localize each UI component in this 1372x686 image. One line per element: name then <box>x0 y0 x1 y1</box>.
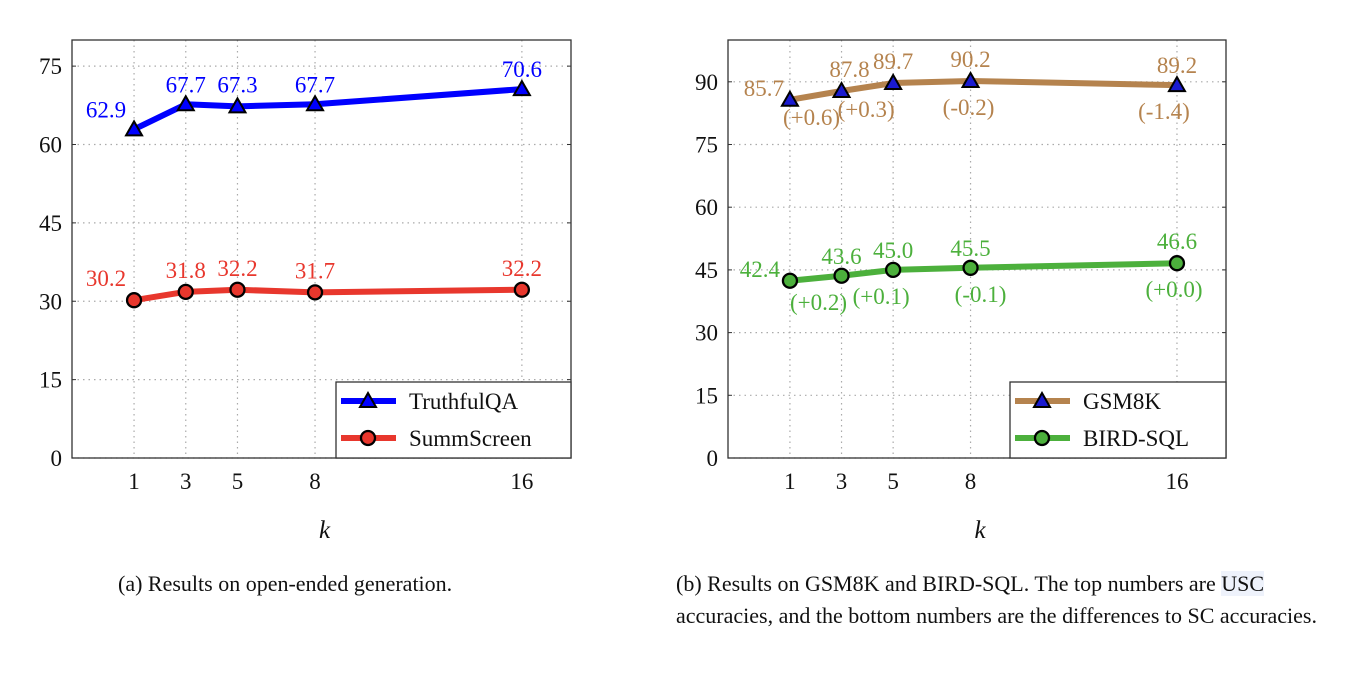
x-tick-label: 1 <box>128 469 140 494</box>
y-tick-label: 75 <box>695 133 718 158</box>
data-label: 62.9 <box>86 97 126 122</box>
legend-marker <box>1032 390 1052 408</box>
y-tick-label: 30 <box>695 321 718 346</box>
data-label: 89.2 <box>1157 53 1197 78</box>
y-tick-label: 75 <box>39 54 62 79</box>
data-label: 67.7 <box>166 72 206 97</box>
data-point-marker <box>306 284 324 301</box>
caption-b-part3: accuracies, and the bottom numbers are t… <box>676 603 1317 628</box>
x-tick-label: 5 <box>232 469 244 494</box>
data-label: 90.2 <box>950 47 990 72</box>
caption-a: (a) Results on open-ended generation. <box>118 571 453 596</box>
data-label: 31.8 <box>166 258 206 283</box>
data-diff-label: (+0.1) <box>853 284 910 309</box>
legend-label: GSM8K <box>1083 389 1161 414</box>
series-bird-sql: 42.4 43.6 45.0 45.5 46.6 (+0.2) (+0.1) (-0.1) (+… <box>740 229 1203 315</box>
plot-frame <box>71 39 572 459</box>
data-point-marker <box>177 283 194 300</box>
data-point-marker <box>305 94 325 112</box>
y-tick-label: 0 <box>51 446 63 471</box>
x-tick-label: 3 <box>836 469 848 494</box>
data-label: 30.2 <box>86 266 126 291</box>
data-point-marker <box>229 281 246 298</box>
data-point-marker <box>781 272 799 289</box>
y-tick-label: 15 <box>695 383 718 408</box>
y-tick-label: 90 <box>695 70 718 95</box>
legend-label: SummScreen <box>409 426 532 451</box>
data-point-marker <box>513 281 531 298</box>
data-label: 46.6 <box>1157 229 1197 254</box>
data-point-marker <box>833 267 850 284</box>
data-diff-label: (+0.2) <box>790 290 847 315</box>
data-diff-label: (+0.3) <box>838 97 895 122</box>
x-tick-label: 8 <box>309 469 321 494</box>
plot-frame <box>727 39 1227 459</box>
data-diff-label: (+0.0) <box>1145 277 1202 302</box>
data-label: 32.2 <box>502 256 542 281</box>
data-point-marker <box>1168 255 1186 272</box>
legend-marker <box>359 429 377 447</box>
data-label: 67.3 <box>217 72 257 97</box>
data-label: 89.7 <box>873 49 913 74</box>
data-point-marker <box>831 80 852 98</box>
data-point-marker <box>1167 75 1187 93</box>
data-diff-label: (-0.2) <box>943 95 995 120</box>
data-label: 45.0 <box>873 238 913 263</box>
x-tick-label: 1 <box>784 469 796 494</box>
data-label: 31.7 <box>295 258 335 283</box>
data-label: 70.6 <box>502 57 542 82</box>
y-tick-label: 60 <box>39 133 62 158</box>
plot-a: 0 15 30 45 60 75 1 3 5 8 16 k 62.9 67.7 67.3 67.7 70.6 30… <box>39 39 572 544</box>
data-label: 67.7 <box>295 72 335 97</box>
data-point-marker <box>780 89 800 107</box>
legend-label: BIRD-SQL <box>1083 426 1189 451</box>
y-tick-label: 60 <box>695 195 718 220</box>
plot-b: 0 15 30 45 60 75 90 1 3 5 8 16 k 85.7 87.8 89.7 90.2 89.2… <box>695 39 1227 544</box>
legend: GSM8K BIRD-SQL <box>1009 381 1227 459</box>
data-label: 43.6 <box>821 244 861 269</box>
data-point-marker <box>884 261 902 279</box>
caption-b-part1: (b) Results on GSM8K and BIRD-SQL. The t… <box>676 571 1222 596</box>
x-tick-label: 5 <box>887 469 899 494</box>
x-tick-label: 16 <box>510 469 533 494</box>
data-label: 45.5 <box>950 236 990 261</box>
x-tick-label: 3 <box>180 469 192 494</box>
x-axis-label: k <box>319 517 331 544</box>
legend: TruthfulQA SummScreen <box>335 381 572 459</box>
data-diff-label: (+0.6) <box>783 105 840 130</box>
y-tick-label: 45 <box>39 211 62 236</box>
y-tick-label: 30 <box>39 289 62 314</box>
y-tick-label: 45 <box>695 258 718 283</box>
data-point-marker <box>512 79 532 97</box>
data-diff-label: (-1.4) <box>1138 99 1190 124</box>
x-axis-label: k <box>974 517 986 544</box>
legend-marker <box>358 390 378 408</box>
y-tick-label: 15 <box>39 368 62 393</box>
series-summscreen: 30.2 31.8 32.2 31.7 32.2 <box>86 256 542 309</box>
caption-b: (b) Results on GSM8K and BIRD-SQL. The t… <box>676 568 1326 632</box>
x-tick-label: 8 <box>965 469 977 494</box>
data-point-marker <box>124 119 144 137</box>
data-point-marker <box>227 96 248 114</box>
data-label: 32.2 <box>217 256 257 281</box>
x-tick-label: 16 <box>1165 469 1188 494</box>
legend-label: TruthfulQA <box>409 389 518 414</box>
caption-b-usc: USC <box>1221 571 1265 596</box>
y-tick-label: 0 <box>707 446 719 471</box>
legend-frame <box>1009 381 1227 459</box>
data-point-marker <box>125 292 143 309</box>
data-point-marker <box>176 94 196 112</box>
data-diff-label: (-0.1) <box>955 282 1007 307</box>
series-gsm8k: 85.7 87.8 89.7 90.2 89.2 (+0.6)(+0.3) (-0.2) (-… <box>744 47 1197 130</box>
legend-frame <box>335 381 572 459</box>
legend-marker <box>1033 429 1051 447</box>
data-point-marker <box>883 73 903 91</box>
data-label: 85.7 <box>744 76 784 101</box>
series-truthfulqa: 62.9 67.7 67.3 67.7 70.6 <box>86 57 542 137</box>
data-point-marker <box>960 70 981 88</box>
data-label: 87.8 <box>829 57 869 82</box>
data-label: 42.4 <box>740 257 781 282</box>
data-point-marker <box>962 259 979 276</box>
